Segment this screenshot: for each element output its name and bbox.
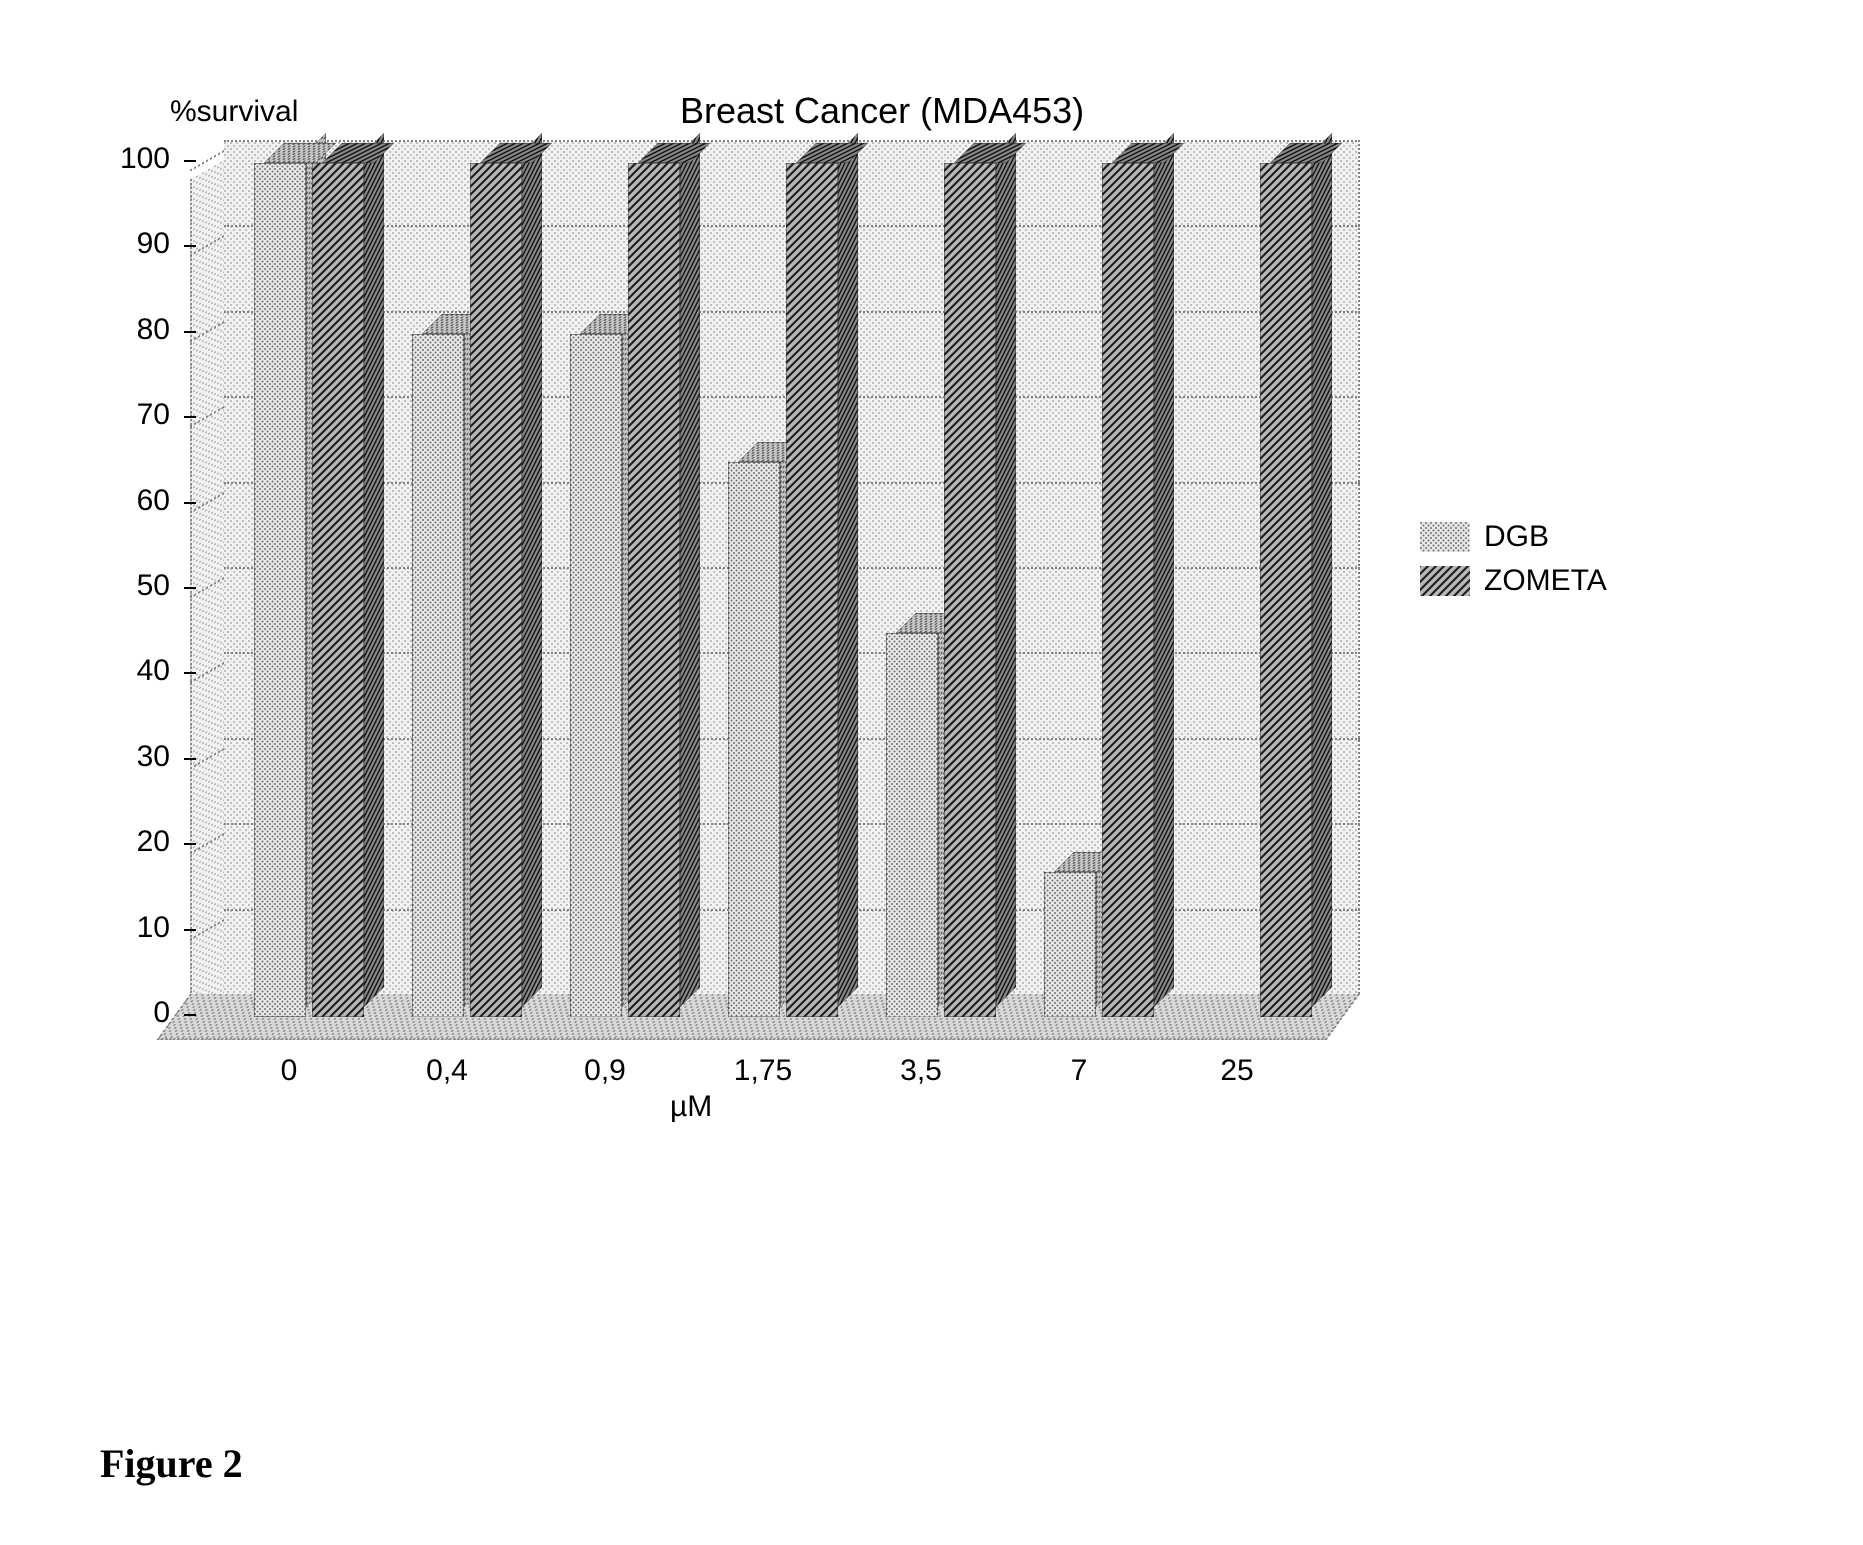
bars-layer — [224, 140, 1360, 994]
y-tick-mark — [184, 758, 196, 760]
bar-zometa-7 — [1102, 163, 1154, 1017]
y-tick-label: 30 — [70, 740, 170, 774]
figure-caption: Figure 2 — [100, 1440, 1823, 1487]
y-tick-label: 20 — [70, 825, 170, 859]
bar-dgb-3,5 — [886, 633, 938, 1017]
legend-label-dgb: DGB — [1484, 520, 1549, 554]
legend-swatch-dgb — [1420, 522, 1470, 552]
bar-zometa-1,75 — [786, 163, 838, 1017]
x-tick-label: 25 — [1187, 1054, 1287, 1088]
x-tick-label: 3,5 — [871, 1054, 971, 1088]
bar-dgb-0,9 — [570, 334, 622, 1017]
legend-swatch-zometa — [1420, 566, 1470, 596]
y-tick-mark — [184, 502, 196, 504]
y-tick-mark — [184, 672, 196, 674]
bar-zometa-0,4 — [470, 163, 522, 1017]
y-tick-label: 70 — [70, 398, 170, 432]
y-tick-label: 90 — [70, 227, 170, 261]
plot-area — [190, 140, 1360, 1040]
x-tick-label: 1,75 — [713, 1054, 813, 1088]
chart-title: Breast Cancer (MDA453) — [680, 90, 1084, 132]
y-tick-label: 100 — [70, 142, 170, 176]
y-tick-mark — [184, 160, 196, 162]
x-tick-label: 0,4 — [397, 1054, 497, 1088]
bar-zometa-0 — [312, 163, 364, 1017]
y-tick-mark — [184, 929, 196, 931]
y-tick-mark — [184, 245, 196, 247]
y-tick-mark — [184, 331, 196, 333]
y-axis-label: %survival — [170, 95, 298, 129]
y-tick-label: 10 — [70, 911, 170, 945]
side-wall-border — [190, 160, 224, 1034]
legend-item-dgb: DGB — [1420, 520, 1607, 554]
legend-label-zometa: ZOMETA — [1484, 564, 1607, 598]
x-tick-label: 0 — [239, 1054, 339, 1088]
legend-item-zometa: ZOMETA — [1420, 564, 1607, 598]
bar-dgb-0,4 — [412, 334, 464, 1017]
bar-dgb-1,75 — [728, 462, 780, 1017]
y-tick-label: 40 — [70, 654, 170, 688]
y-tick-mark — [184, 587, 196, 589]
y-tick-mark — [184, 1014, 196, 1016]
bar-zometa-0,9 — [628, 163, 680, 1017]
y-tick-label: 50 — [70, 569, 170, 603]
y-tick-mark — [184, 416, 196, 418]
x-tick-label: 7 — [1029, 1054, 1129, 1088]
bar-dgb-7 — [1044, 872, 1096, 1017]
y-tick-label: 60 — [70, 484, 170, 518]
chart: %survival Breast Cancer (MDA453) 0 10 20 30… — [40, 40, 1660, 1240]
x-tick-label: 0,9 — [555, 1054, 655, 1088]
bar-zometa-25 — [1260, 163, 1312, 1017]
bar-dgb-0 — [254, 163, 306, 1017]
y-tick-label: 80 — [70, 313, 170, 347]
y-tick-mark — [184, 843, 196, 845]
x-axis-label: µM — [670, 1090, 712, 1124]
legend: DGB ZOMETA — [1420, 520, 1607, 608]
y-tick-label: 0 — [70, 996, 170, 1030]
bar-zometa-3,5 — [944, 163, 996, 1017]
